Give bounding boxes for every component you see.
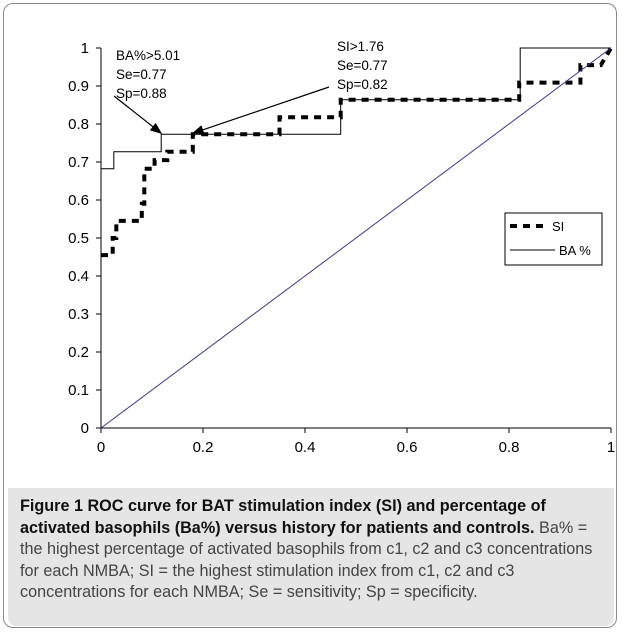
y-tick-label: 0.8 — [68, 116, 89, 133]
annotation-text: Se=0.77 — [116, 67, 167, 82]
annotation-text: Sp=0.88 — [116, 86, 167, 101]
caption-title: ROC curve for BAT stimulation index (SI)… — [20, 497, 546, 537]
legend: SI BA % — [504, 212, 603, 266]
caption-body: Ba% = the highest percentage of activate… — [20, 518, 593, 602]
annotation-text: SI>1.76 — [337, 39, 384, 54]
series-line-si — [101, 46, 613, 258]
series-line-ba — [101, 47, 611, 170]
figure-frame: 0 0.2 0.4 0.6 0.8 1 0 0.1 0.2 0.3 0.4 0.5 0.6 0.7 0.8 0… — [3, 3, 617, 628]
y-tick-label: 0.4 — [68, 268, 89, 285]
y-tick-label: 0.9 — [68, 78, 89, 95]
legend-box — [504, 212, 603, 266]
x-tick-label: 0.6 — [397, 439, 418, 456]
x-tick-label: 1 — [607, 439, 615, 456]
annotation-text: Sp=0.82 — [337, 77, 388, 92]
y-tick-label: 1 — [81, 40, 89, 57]
tick-labels: 0 0.2 0.4 0.6 0.8 1 0 0.1 0.2 0.3 0.4 0.5 0.6 0.7 0.8 0… — [68, 40, 615, 456]
series-line-reference-diagonal — [100, 47, 612, 429]
legend-label-si: SI — [552, 219, 564, 234]
annotation-arrow — [191, 86, 330, 135]
y-tick-label: 0.5 — [68, 230, 89, 247]
x-tick-label: 0.4 — [295, 439, 316, 456]
figure-caption: Figure 1 ROC curve for BAT stimulation i… — [8, 488, 614, 626]
y-tick-label: 0.6 — [68, 192, 89, 209]
annotation-text: Se=0.77 — [337, 58, 388, 73]
x-tick-label: 0.2 — [193, 439, 214, 456]
annotations: BA%>5.01 Se=0.77 Sp=0.88 SI>1.76 Se=0.77 Sp=0… — [113, 39, 388, 135]
y-tick-label: 0 — [81, 420, 89, 437]
caption-label: Figure 1 — [20, 497, 83, 515]
y-tick-label: 0.3 — [68, 306, 89, 323]
y-tick-label: 0.7 — [68, 154, 89, 171]
x-tick-label: 0.8 — [499, 439, 520, 456]
y-tick-label: 0.2 — [68, 344, 89, 361]
caption-text: Figure 1 ROC curve for BAT stimulation i… — [20, 496, 610, 604]
series-lines — [100, 46, 613, 429]
annotation-arrow — [113, 95, 163, 135]
x-tick-label: 0 — [97, 439, 105, 456]
y-tick-label: 0.1 — [68, 382, 89, 399]
legend-label-ba: BA % — [559, 243, 591, 258]
roc-chart: 0 0.2 0.4 0.6 0.8 1 0 0.1 0.2 0.3 0.4 0.5 0.6 0.7 0.8 0… — [68, 39, 615, 456]
annotation-text: BA%>5.01 — [116, 48, 180, 63]
